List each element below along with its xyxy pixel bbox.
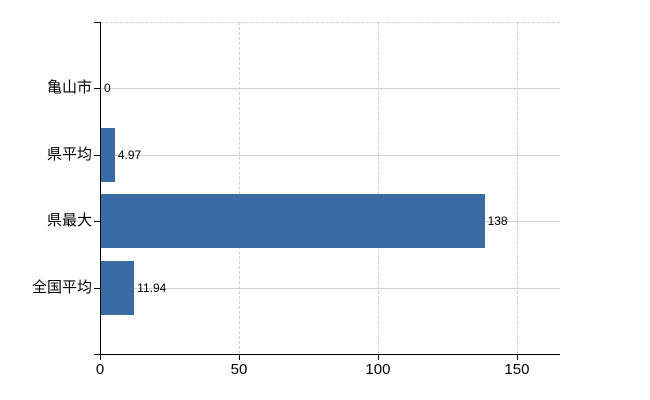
- category-label: 県平均: [46, 145, 92, 163]
- x-axis-tick: [377, 354, 379, 360]
- category-label: 全国平均: [31, 278, 92, 296]
- x-tick-label: 100: [365, 361, 391, 378]
- x-tick-label: 50: [230, 361, 248, 378]
- value-label: 138: [487, 214, 508, 229]
- x-tick-label: 150: [504, 361, 530, 378]
- x-gridline: [238, 22, 240, 354]
- category-label: 県最大: [46, 212, 92, 230]
- category-gridline: [100, 88, 560, 90]
- x-gridline: [516, 22, 518, 354]
- value-label: 11.94: [137, 280, 167, 295]
- x-tick-label: 0: [95, 361, 105, 378]
- y-axis-tick: [94, 221, 100, 223]
- x-axis: [94, 354, 560, 355]
- value-label: 0: [104, 81, 111, 96]
- bar: [101, 260, 135, 315]
- bar: [101, 127, 115, 182]
- y-axis-tick: [94, 154, 100, 156]
- y-axis-tick: [94, 287, 100, 289]
- y-axis-tick: [94, 22, 100, 23]
- x-axis-tick: [100, 354, 101, 360]
- category-gridline: [100, 287, 560, 289]
- plot-top-border: [100, 22, 560, 23]
- bar: [101, 194, 485, 249]
- x-gridline: [377, 22, 379, 354]
- category-gridline: [100, 154, 560, 156]
- category-label: 亀山市: [46, 79, 92, 97]
- y-axis-tick: [94, 88, 100, 90]
- y-axis: [100, 22, 101, 360]
- x-axis-tick: [516, 354, 518, 360]
- x-axis-tick: [238, 354, 240, 360]
- value-label: 4.97: [117, 147, 142, 162]
